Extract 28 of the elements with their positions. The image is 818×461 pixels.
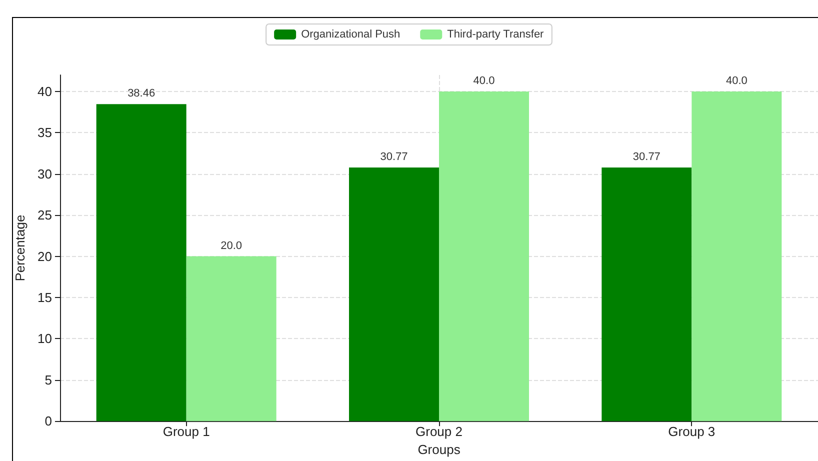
data-label: 30.77 bbox=[380, 151, 408, 164]
y-tick-label: 15 bbox=[38, 290, 52, 305]
y-tick-label: 10 bbox=[38, 331, 52, 346]
y-tick-label: 0 bbox=[44, 414, 52, 429]
data-label: 40.0 bbox=[473, 74, 495, 87]
bar bbox=[186, 256, 276, 422]
x-tick-label: Group 3 bbox=[668, 424, 716, 440]
legend-label: Organizational Push bbox=[301, 28, 400, 40]
y-tick-label: 40 bbox=[38, 84, 52, 99]
y-tick-label: 30 bbox=[38, 166, 52, 182]
y-tick-label: 20 bbox=[38, 248, 52, 264]
x-tick-label: Group 1 bbox=[162, 424, 210, 440]
y-axis-title: Percentage bbox=[12, 214, 28, 282]
y-tick-label: 25 bbox=[38, 208, 52, 223]
bar bbox=[602, 168, 692, 422]
data-label: 30.77 bbox=[632, 151, 660, 164]
x-axis-title: Groups bbox=[418, 442, 461, 457]
bar bbox=[349, 168, 439, 422]
legend-label: Third-party Transfer bbox=[447, 28, 544, 40]
y-tick-label: 5 bbox=[44, 372, 52, 388]
y-tick-label: 35 bbox=[38, 125, 52, 140]
bar bbox=[692, 91, 782, 422]
bar bbox=[96, 104, 186, 422]
x-tick-label: Group 2 bbox=[416, 424, 462, 440]
data-label: 40.0 bbox=[726, 74, 748, 87]
bar bbox=[439, 91, 529, 422]
data-label: 20.0 bbox=[220, 240, 242, 252]
data-label: 38.46 bbox=[128, 88, 156, 100]
